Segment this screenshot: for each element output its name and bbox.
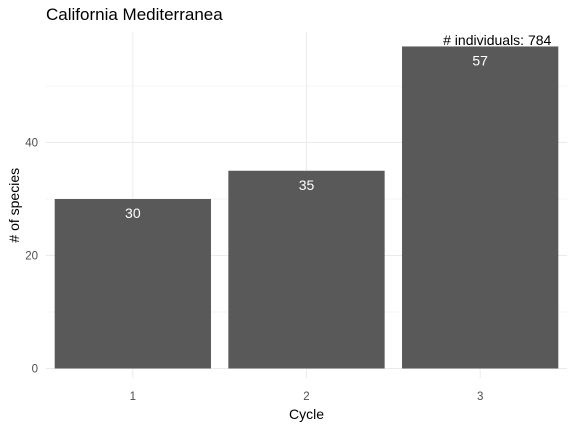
- y-tick-label: 20: [25, 251, 38, 263]
- x-tick-labels: 1 2 3: [130, 391, 484, 403]
- x-tick-label: 2: [303, 391, 309, 403]
- y-tick-labels: 0 20 40: [25, 138, 38, 376]
- x-tick-label: 3: [477, 391, 483, 403]
- bar-labels: 30 35 57: [125, 52, 488, 221]
- bar: [228, 170, 385, 369]
- bars: [54, 46, 559, 369]
- bar-value-label: 57: [472, 52, 488, 68]
- y-tick-label: 40: [25, 138, 38, 150]
- x-axis-title: Cycle: [289, 406, 324, 422]
- bar: [402, 46, 559, 369]
- y-axis-title: # of species: [6, 168, 22, 243]
- bar-value-label: 30: [125, 205, 141, 221]
- x-tick-label: 1: [130, 391, 136, 403]
- y-tick-label: 0: [32, 364, 38, 376]
- bar: [54, 199, 211, 369]
- bar-value-label: 35: [299, 177, 315, 193]
- chart-title: California Mediterranea: [46, 5, 223, 24]
- individuals-annotation: # individuals: 784: [443, 32, 551, 48]
